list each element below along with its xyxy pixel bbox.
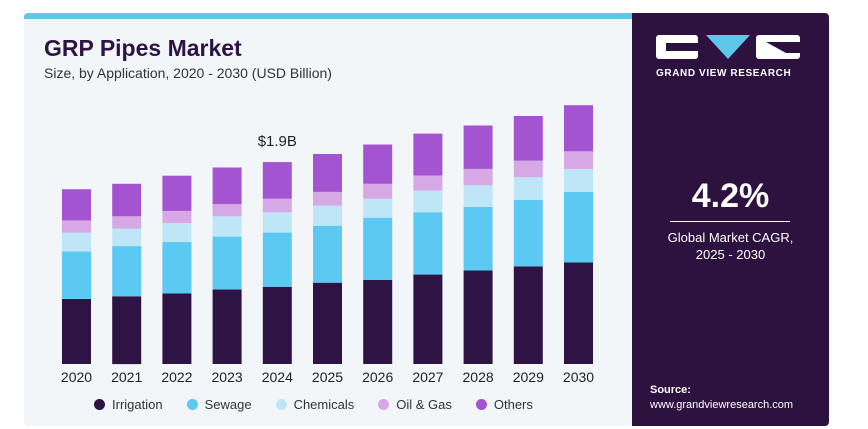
bar-2026-sewage [363, 217, 393, 280]
bar-2025-irrigation [313, 282, 342, 364]
bar-2024-irrigation [262, 286, 292, 364]
bar-2026-others [363, 144, 393, 184]
bar-2027-chemicals [413, 190, 443, 213]
legend-item-chemicals: Chemicals [275, 397, 355, 412]
bar-2028-chemicals [463, 185, 493, 207]
bar-2022-chemicals [162, 223, 192, 243]
bar-2030-others [564, 105, 593, 152]
legend-label: Irrigation [112, 397, 163, 412]
brand-logo-icon [656, 35, 800, 59]
bar-2027-irrigation [413, 274, 443, 364]
source-note: Source: www.grandviewresearch.com [650, 383, 793, 413]
x-tick-label: 2029 [513, 369, 544, 385]
bar-2020-chemicals [62, 232, 91, 252]
bar-2027-oil-gas [413, 175, 443, 191]
legend-swatch [186, 399, 198, 410]
x-tick-label: 2022 [161, 369, 192, 385]
source-link[interactable]: www.grandviewresearch.com [650, 399, 794, 411]
bar-2029-others [513, 116, 543, 161]
bar-2021-sewage [112, 246, 142, 297]
legend-item-sewage: Sewage [186, 397, 252, 412]
bar-2028-oil-gas [463, 168, 493, 186]
legend-item-irrigation: Irrigation [94, 397, 163, 412]
cagr-label-line2: 2025 - 2030 [695, 247, 766, 262]
legend-item-oil-gas: Oil & Gas [378, 397, 452, 412]
bar-2026-irrigation [363, 280, 393, 364]
bar-2025-sewage [313, 225, 342, 283]
chart-subtitle: Size, by Application, 2020 - 2030 (USD B… [44, 65, 332, 81]
sidebar-panel: GRAND VIEW RESEARCH 4.2% Global Market C… [632, 13, 829, 426]
legend-label: Others [493, 397, 533, 412]
bar-2025-others [313, 154, 342, 192]
chart-legend: Irrigation Sewage Chemicals Oil & Gas Others [94, 397, 557, 412]
bar-2030-oil-gas [564, 151, 593, 169]
x-tick-label: 2030 [563, 369, 594, 385]
accent-bar [24, 13, 632, 19]
bar-2029-oil-gas [513, 160, 543, 178]
bar-2024-chemicals [262, 212, 292, 233]
source-label: Source: [650, 384, 691, 396]
bar-2021-chemicals [112, 228, 142, 247]
x-tick-label: 2021 [111, 369, 142, 385]
bar-2026-oil-gas [363, 183, 393, 199]
bar-2020-irrigation [62, 299, 91, 364]
legend-swatch [275, 399, 287, 410]
bar-chart: 2020 2021 2022 2023 2024 $1.9B 2025 2026 2027 202… [61, 105, 594, 385]
bar-2030-sewage [564, 191, 593, 263]
cagr-label-line1: Global Market CAGR, [667, 230, 794, 245]
bar-2029-chemicals [513, 177, 543, 200]
legend-label: Oil & Gas [396, 397, 452, 412]
cagr-value: 4.2% [691, 177, 770, 215]
bar-2028-sewage [463, 206, 493, 271]
bar-2022-sewage [162, 242, 192, 294]
bar-2030-chemicals [564, 168, 593, 192]
data-label-2024: $1.9B [258, 133, 297, 150]
bar-2022-others [162, 175, 192, 211]
bar-2020-oil-gas [62, 220, 91, 233]
x-tick-label: 2020 [61, 369, 92, 385]
bar-2027-others [413, 133, 443, 176]
bar-2024-others [262, 162, 292, 199]
legend-label: Chemicals [293, 397, 355, 412]
x-tick-label: 2026 [362, 369, 393, 385]
bar-2025-chemicals [313, 205, 342, 226]
brand-name: GRAND VIEW RESEARCH [656, 68, 792, 79]
bar-2022-oil-gas [162, 210, 192, 224]
x-tick-label: 2027 [412, 369, 443, 385]
cagr-label: Global Market CAGR, 2025 - 2030 [632, 229, 829, 263]
bar-2027-sewage [413, 212, 443, 275]
bar-2021-others [112, 183, 142, 217]
x-tick-label: 2028 [463, 369, 494, 385]
bar-2021-oil-gas [112, 216, 142, 229]
bar-2023-chemicals [212, 216, 242, 237]
legend-swatch [94, 399, 105, 410]
bar-2023-sewage [212, 236, 242, 290]
bar-2023-others [212, 167, 242, 205]
bar-2026-chemicals [363, 198, 393, 218]
bar-2021-irrigation [112, 296, 142, 365]
legend-label: Sewage [204, 397, 252, 412]
cagr-divider [670, 221, 790, 222]
legend-item-others: Others [475, 397, 533, 412]
x-tick-label: 2023 [212, 369, 243, 385]
bar-2025-oil-gas [313, 191, 342, 206]
chart-title: GRP Pipes Market [44, 35, 242, 61]
bar-2029-irrigation [513, 266, 543, 364]
bar-2020-others [62, 189, 91, 221]
bar-2028-irrigation [463, 270, 493, 364]
x-tick-label: 2024 [262, 369, 293, 385]
x-tick-label: 2025 [312, 369, 343, 385]
bar-2023-irrigation [212, 289, 242, 364]
legend-swatch [378, 399, 390, 410]
bar-2020-sewage [62, 251, 91, 299]
bar-2024-oil-gas [262, 198, 292, 213]
bar-2024-sewage [262, 232, 292, 287]
bar-2022-irrigation [162, 293, 192, 364]
bar-2029-sewage [513, 200, 543, 267]
chart-card: GRP Pipes Market Size, by Application, 2… [24, 13, 829, 426]
bar-2028-others [463, 125, 493, 169]
bar-2030-irrigation [564, 262, 593, 364]
bar-2023-oil-gas [212, 204, 242, 217]
legend-swatch [475, 399, 487, 410]
